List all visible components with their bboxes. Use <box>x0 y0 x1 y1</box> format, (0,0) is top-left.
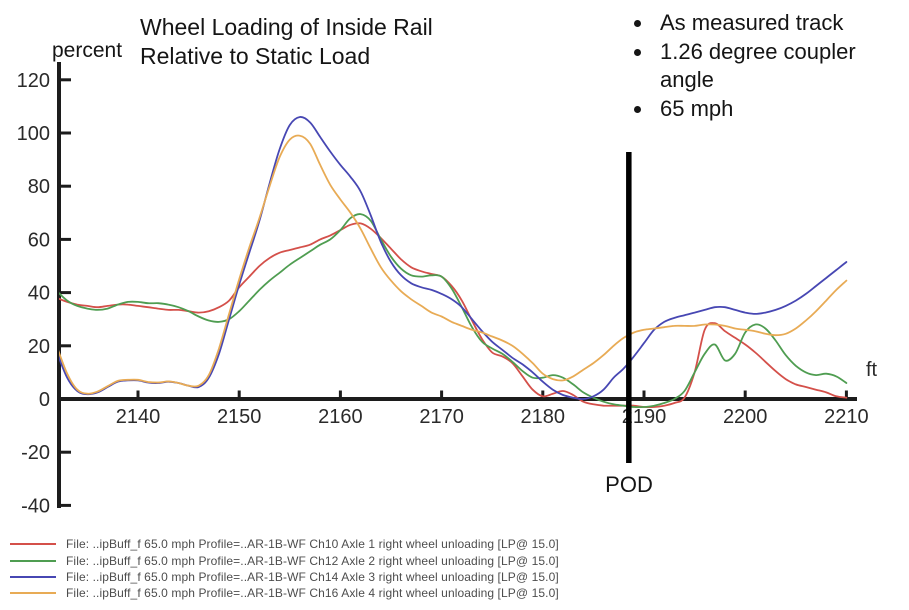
legend-label-ch16: File: ..ipBuff_f 65.0 mph Profile=..AR-1… <box>66 586 559 601</box>
x-tick-label: 2180 <box>521 406 566 428</box>
y-axis-unit-label: percent <box>52 39 123 62</box>
bullet-item-track: As measured track <box>654 9 879 38</box>
legend-label-ch10: File: ..ipBuff_f 65.0 mph Profile=..AR-1… <box>66 537 559 552</box>
chart-title-line1: Wheel Loading of Inside Rail <box>140 14 433 40</box>
x-tick-label: 2140 <box>116 406 161 428</box>
chart-title: Wheel Loading of Inside Rail Relative to… <box>140 13 433 71</box>
y-tick-label: 20 <box>28 336 50 358</box>
legend-row-ch16: File: ..ipBuff_f 65.0 mph Profile=..AR-1… <box>10 585 559 601</box>
legend-label-ch14: File: ..ipBuff_f 65.0 mph Profile=..AR-1… <box>66 569 559 584</box>
x-tick-label: 2210 <box>824 406 869 428</box>
legend-swatch-ch16 <box>10 592 56 595</box>
x-tick-label: 2190 <box>622 406 667 428</box>
bullet-list: As measured track 1.26 degree coupler an… <box>620 9 879 123</box>
legend-swatch-ch10 <box>10 543 56 546</box>
legend-swatch-ch12 <box>10 559 56 562</box>
legend-label-ch12: File: ..ipBuff_f 65.0 mph Profile=..AR-1… <box>66 553 559 568</box>
y-tick-label: 80 <box>28 176 50 198</box>
legend-row-ch12: File: ..ipBuff_f 65.0 mph Profile=..AR-1… <box>10 552 559 568</box>
y-tick-label: 40 <box>28 283 50 305</box>
bullet-item-speed: 65 mph <box>654 95 879 124</box>
chart-title-line2: Relative to Static Load <box>140 43 371 69</box>
series-line-ch12-axle2 <box>59 213 848 409</box>
bullet-item-coupler-angle: 1.26 degree coupler angle <box>654 38 879 95</box>
x-tick-label: 2160 <box>318 406 363 428</box>
legend-swatch-ch14 <box>10 575 56 578</box>
legend-row-ch14: File: ..ipBuff_f 65.0 mph Profile=..AR-1… <box>10 569 559 585</box>
x-tick-label: 2200 <box>723 406 768 428</box>
y-tick-label: 100 <box>17 123 50 145</box>
y-tick-label: 60 <box>28 229 50 251</box>
legend-row-ch10: File: ..ipBuff_f 65.0 mph Profile=..AR-1… <box>10 536 559 552</box>
series-line-ch10-axle1 <box>59 222 848 409</box>
y-tick-label: -20 <box>21 442 50 464</box>
pod-annotation-label: POD <box>605 472 653 497</box>
x-tick-label: 2150 <box>217 406 262 428</box>
chart-legend: File: ..ipBuff_f 65.0 mph Profile=..AR-1… <box>10 536 559 602</box>
series-line-ch14-axle3 <box>59 116 848 400</box>
y-tick-label: 120 <box>17 70 50 92</box>
series-line-ch16-axle4 <box>59 134 848 395</box>
x-axis-unit-label: ft <box>866 359 878 381</box>
y-tick-label: 0 <box>39 389 50 411</box>
y-tick-label: -40 <box>21 495 50 517</box>
x-tick-label: 2170 <box>419 406 464 428</box>
